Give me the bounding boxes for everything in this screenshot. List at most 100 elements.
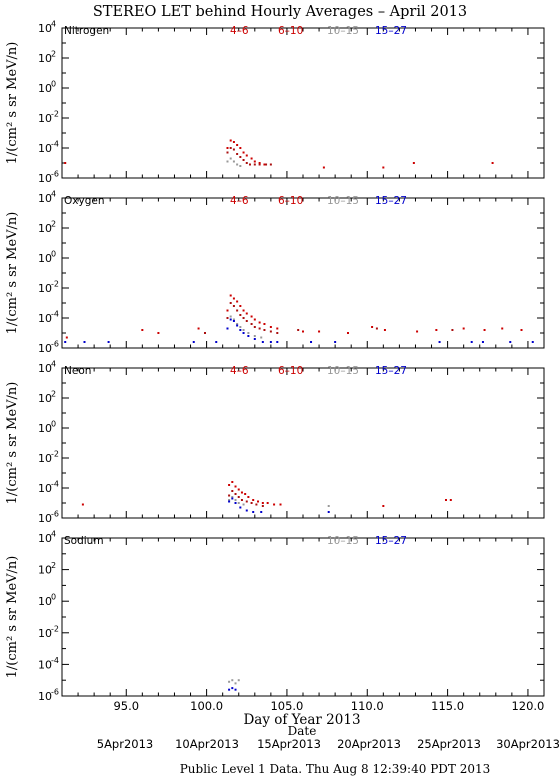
- data-point: [234, 499, 237, 501]
- date-tick-label: 5Apr2013: [97, 737, 153, 751]
- x-tick-label: 95.0: [113, 699, 139, 713]
- data-point: [438, 341, 441, 343]
- data-point: [81, 503, 84, 506]
- date-ticks: 5Apr2013 10Apr2013 15Apr2013 20Apr2013 25Apr…: [97, 737, 560, 751]
- y-tick-exponent: 2: [51, 390, 56, 399]
- data-point: [412, 162, 415, 164]
- x-axis-label: Day of Year 2013: [243, 712, 360, 728]
- data-point: [250, 315, 253, 318]
- data-point: [382, 166, 385, 169]
- y-tick-label: 10: [38, 112, 52, 125]
- data-point: [232, 141, 235, 143]
- data-point: [263, 323, 266, 325]
- data-point: [279, 503, 282, 506]
- data-point: [258, 321, 261, 324]
- data-point: [234, 688, 237, 691]
- data-point: [232, 160, 235, 163]
- y-tick-label: 10: [38, 172, 52, 185]
- data-point: [157, 332, 160, 334]
- data-point: [226, 309, 229, 312]
- data-point: [269, 163, 272, 166]
- data-point: [382, 505, 385, 507]
- data-point: [232, 318, 235, 321]
- x-tick-label: 105.0: [270, 699, 303, 713]
- series-10-15: [228, 679, 240, 685]
- date-label: Date: [288, 724, 317, 738]
- legend-entry: 15–27: [375, 365, 407, 377]
- data-point: [239, 165, 242, 167]
- y-tick-label: 10: [38, 362, 52, 375]
- bottom-axis: 95.0 100.0 105.0 110.0 115.0 120.0: [113, 699, 544, 713]
- data-point: [239, 156, 242, 158]
- y-tick-exponent: -2: [51, 280, 59, 289]
- data-point: [240, 499, 243, 501]
- data-point: [237, 502, 240, 504]
- data-point: [237, 679, 240, 682]
- data-point: [231, 496, 234, 498]
- data-point: [232, 148, 235, 151]
- data-point: [239, 506, 242, 509]
- data-point: [253, 335, 256, 337]
- data-point: [273, 503, 276, 506]
- data-point: [226, 147, 229, 149]
- data-point: [231, 679, 234, 682]
- panel-title: Neon: [64, 365, 91, 377]
- data-point: [242, 332, 245, 334]
- legend-entry: 15–27: [375, 25, 407, 37]
- legend-entry: 6–10: [278, 365, 303, 377]
- y-tick-exponent: 4: [51, 20, 56, 29]
- data-point: [258, 163, 261, 166]
- y-tick-label: 10: [38, 690, 52, 703]
- data-point: [260, 511, 263, 513]
- y-axis-label: 1/(cm² s sr MeV/n): [5, 382, 20, 505]
- y-axis-label: 1/(cm² s sr MeV/n): [5, 42, 20, 165]
- data-point: [245, 509, 248, 512]
- legend-entry: 4–6: [230, 25, 249, 37]
- data-point: [234, 682, 237, 685]
- data-point: [236, 300, 239, 303]
- data-point: [257, 500, 260, 503]
- series-15-27: [64, 318, 534, 343]
- data-point: [237, 496, 240, 498]
- plot-frame: [61, 27, 545, 179]
- legend-entry: 6–10: [278, 25, 303, 37]
- date-tick-label: 30Apr2013: [496, 737, 560, 751]
- data-point: [302, 330, 304, 333]
- data-point: [240, 491, 243, 494]
- data-point: [229, 294, 232, 297]
- data-point: [244, 493, 247, 495]
- x-tick-label: 110.0: [351, 699, 384, 713]
- data-point: [247, 332, 250, 334]
- data-point: [231, 497, 234, 500]
- data-point: [250, 157, 253, 160]
- y-tick-exponent: -6: [51, 510, 59, 519]
- data-point: [261, 341, 264, 343]
- data-point: [64, 162, 67, 164]
- data-point: [247, 335, 250, 337]
- data-point: [310, 341, 313, 343]
- panel-title: Oxygen: [64, 195, 104, 207]
- data-point: [229, 315, 232, 318]
- data-point: [215, 341, 218, 343]
- data-point: [232, 297, 235, 300]
- data-point: [107, 341, 110, 343]
- series-10-15: [228, 496, 330, 507]
- data-point: [263, 163, 266, 166]
- y-tick-exponent: 0: [51, 250, 56, 259]
- y-tick-exponent: 2: [51, 50, 56, 59]
- data-point: [83, 341, 86, 343]
- data-point: [263, 329, 266, 331]
- data-point: [229, 139, 232, 142]
- data-point: [276, 327, 279, 330]
- data-point: [234, 485, 237, 488]
- data-point: [228, 680, 231, 683]
- data-point: [253, 318, 256, 321]
- y-tick-label: 10: [38, 282, 52, 295]
- legend-entry: 10–15: [327, 195, 359, 207]
- data-point: [228, 484, 231, 486]
- data-point: [252, 499, 255, 501]
